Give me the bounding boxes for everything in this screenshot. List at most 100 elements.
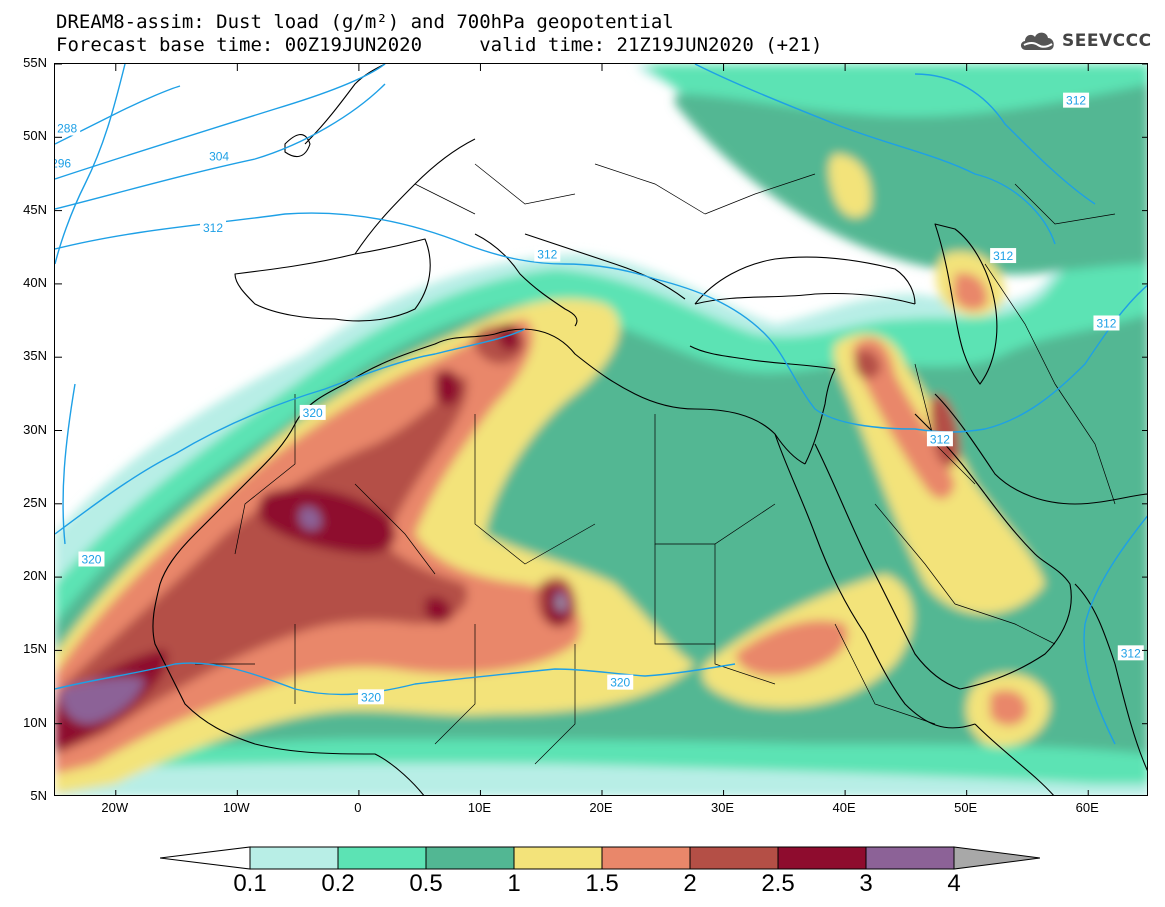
contour-label-text: 320 (303, 406, 323, 420)
colorbar-label: 2.5 (761, 870, 795, 897)
cloud-logo-icon (1020, 32, 1054, 50)
dust-region-2-to-2_5-iraq (855, 349, 881, 379)
contour-label: 304 (206, 148, 233, 164)
longitude-label: 20W (101, 800, 129, 815)
dust-region-1_5-to-2-gulf (852, 338, 955, 499)
longitude-label: 20E (589, 800, 613, 815)
latitude-label: 40N (23, 274, 47, 290)
latitude-label: 55N (23, 55, 47, 70)
dust-map: 312 288 296 304 312 312 312 312 320 312 320 312 320 3… (55, 64, 1147, 795)
colorbar-bin-0_2-0_5 (337, 846, 427, 870)
colorbar-label: 2 (683, 870, 697, 897)
longitude-label: 10E (467, 800, 492, 815)
contour-label-text: 320 (81, 553, 101, 567)
contour-label-text: 320 (361, 690, 381, 704)
latitude-label: 25N (23, 494, 47, 510)
latitude-label: 20N (23, 568, 47, 584)
coastline-horn (974, 723, 1054, 795)
contour-312-west (55, 212, 1147, 433)
contour-312-se (1083, 515, 1147, 745)
colorbar-label: 0.5 (409, 870, 443, 897)
dust-region-4-plus (557, 598, 564, 609)
colorbar-bin-1-1_5 (513, 846, 603, 870)
contour-label: 320 (78, 551, 105, 567)
contour-label-text: 288 (57, 122, 77, 136)
contour-label-text: 312 (1121, 646, 1141, 660)
forecast-times: Forecast base time: 00Z19JUN2020 valid t… (56, 34, 823, 56)
longitude-label: 30E (710, 800, 735, 815)
contour-label-text: 312 (993, 249, 1013, 263)
colorbar-bin-3-4 (865, 846, 955, 870)
dust-region-1_5-to-2-east (735, 620, 848, 676)
coastline-ireland (284, 134, 311, 158)
coastline-turkey-north (694, 292, 916, 305)
country-borders (195, 163, 1116, 765)
contour-304 (55, 83, 386, 210)
contour-label: 312 (1063, 92, 1090, 108)
dust-region-2_5-to-3-algeria (435, 370, 461, 406)
colorbar (160, 846, 1040, 870)
dust-region-2_5-to-3-tunisia (498, 323, 521, 351)
colorbar-bin-2_5-3 (777, 846, 867, 870)
contour-label: 312 (990, 248, 1017, 264)
coastline-balkans (524, 233, 686, 300)
latitude-label: 30N (23, 421, 47, 437)
longitude-label: 60E (1075, 800, 1099, 815)
colorbar-label: 3 (859, 870, 873, 897)
coastline-italy (474, 233, 578, 327)
coastlines (152, 64, 1147, 795)
colorbar-bin-2-2_5 (689, 846, 779, 870)
contour-label-text: 312 (1096, 316, 1116, 330)
dust-region-moderate-north (675, 84, 1147, 274)
colorbar-bin-0_1-0_2 (249, 846, 339, 870)
contour-label: 320 (607, 674, 634, 690)
map-panel[interactable]: 312 288 296 304 312 312 312 312 320 312 320 312 320 3… (54, 63, 1148, 796)
coastline-arabia (959, 493, 1072, 690)
dust-region-1_5-to-2-caspian (953, 273, 988, 311)
axis-ticks (55, 64, 1147, 795)
latitude-label: 5N (30, 788, 47, 803)
contour-label-text: 296 (55, 157, 71, 171)
contour-label: 312 (534, 246, 561, 262)
coastline-france (354, 138, 476, 255)
seevccc-logo: SEEVCCC (1018, 28, 1152, 54)
contour-296 (55, 64, 386, 180)
coastline-caspian (934, 223, 998, 385)
contour-label: 312 (926, 431, 953, 447)
dust-region-2_5-to-3-mali (258, 487, 396, 554)
coastline-turkey-south (689, 345, 836, 370)
contour-labels: 312 288 296 304 312 312 312 312 320 312 320 312 320 3… (55, 92, 1144, 705)
contour-320-south (55, 662, 736, 696)
contour-320-west (62, 383, 76, 545)
colorbar-high-arrow (953, 846, 1040, 870)
dust-region-3-to-4 (60, 677, 145, 724)
latitude-label: 50N (23, 128, 47, 144)
colorbar-label: 4 (947, 870, 961, 897)
colorbar-bin-0_5-1 (425, 846, 515, 870)
contour-label: 312 (200, 220, 227, 236)
contour-label: 288 (55, 120, 81, 136)
dust-region-1-to-1_5-ukraine (828, 154, 872, 218)
contour-312-east (914, 73, 1096, 205)
contour-label-text: 312 (203, 221, 223, 235)
contour-label-text: 312 (537, 248, 557, 262)
coastline-red-sea-east (814, 443, 961, 690)
contour-label-text: 312 (1066, 94, 1086, 108)
colorbar-label: 1.5 (585, 870, 619, 897)
longitude-label: 40E (832, 800, 856, 815)
colorbar-label: 0.2 (321, 870, 355, 897)
contour-label-text: 312 (930, 432, 950, 446)
colorbar-label: 1 (507, 870, 521, 897)
contour-label-text: 320 (610, 676, 630, 690)
contour-label-text: 304 (209, 149, 229, 163)
coastline-uk (304, 64, 386, 145)
coastline-levant (804, 368, 836, 465)
dust-region-1_5-to-2-arabia-south (990, 690, 1028, 726)
dust-region-3-to-4-mali (299, 506, 322, 531)
latitude-label: 10N (23, 714, 47, 730)
colorbar-label: 0.1 (233, 870, 267, 897)
map-title: DREAM8-assim: Dust load (g/m²) and 700hP… (56, 11, 674, 33)
contour-label: 320 (358, 689, 385, 705)
dust-region-2_5-to-3-niger (425, 596, 452, 623)
longitude-label: 10W (222, 800, 250, 815)
